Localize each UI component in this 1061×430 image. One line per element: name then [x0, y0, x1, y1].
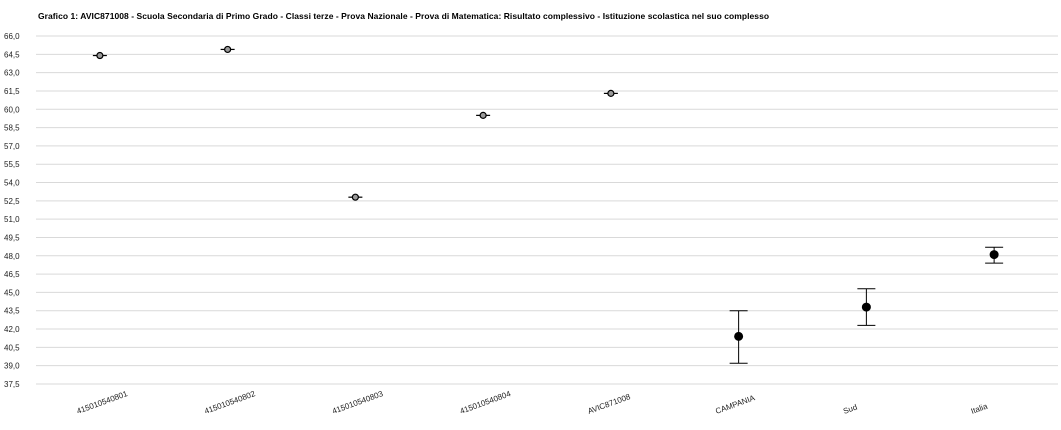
- y-tick-label: 49,5: [4, 233, 20, 242]
- y-tick-label: 64,5: [4, 50, 20, 59]
- point-marker: [351, 193, 359, 201]
- x-tick-label: 415010540801: [75, 389, 129, 416]
- chart-title: Grafico 1: AVIC871008 - Scuola Secondari…: [38, 11, 770, 21]
- y-tick-label: 55,5: [4, 160, 20, 169]
- x-axis: 415010540801 415010540802 415010540803 4150…: [75, 389, 989, 416]
- x-tick-label: 415010540804: [459, 389, 513, 416]
- x-tick-label: CAMPANIA: [714, 393, 756, 416]
- data-point: [603, 89, 618, 97]
- x-tick-label: 415010540803: [331, 389, 385, 416]
- data-points: [92, 45, 1004, 364]
- x-tick-label: 415010540802: [203, 389, 257, 416]
- y-tick-label: 43,5: [4, 307, 20, 316]
- data-point: [476, 111, 491, 119]
- y-tick-label: 48,0: [4, 252, 20, 261]
- point-marker: [479, 111, 487, 119]
- y-tick-label: 57,0: [4, 142, 20, 151]
- data-point: [729, 310, 748, 364]
- data-point: [220, 45, 235, 54]
- y-tick-label: 60,0: [4, 105, 20, 114]
- y-tick-label: 58,5: [4, 124, 20, 133]
- y-tick-label: 66,0: [4, 32, 20, 41]
- point-marker: [734, 331, 744, 341]
- y-tick-label: 45,0: [4, 288, 20, 297]
- y-tick-label: 39,0: [4, 362, 20, 371]
- data-point: [857, 288, 876, 326]
- y-tick-label: 54,0: [4, 179, 20, 188]
- point-marker: [989, 250, 999, 260]
- y-tick-label: 51,0: [4, 215, 20, 224]
- x-tick-label: AVIC871008: [586, 392, 632, 416]
- y-tick-label: 61,5: [4, 87, 20, 96]
- data-point: [92, 51, 107, 60]
- point-marker: [224, 45, 232, 54]
- y-tick-label: 40,5: [4, 343, 20, 352]
- data-point: [985, 246, 1004, 264]
- grid-lines: [36, 35, 1058, 385]
- y-tick-label: 42,0: [4, 325, 20, 334]
- y-axis: 66,0 64,5 63,0 61,5 60,0 58,5 57,0 55,5 54,0 52,5…: [4, 32, 20, 389]
- point-marker: [861, 302, 871, 312]
- point-marker: [96, 51, 104, 60]
- data-point: [348, 193, 363, 201]
- y-tick-label: 46,5: [4, 270, 20, 279]
- point-marker: [607, 89, 615, 97]
- x-tick-label: Italia: [970, 401, 989, 415]
- y-tick-label: 52,5: [4, 197, 20, 206]
- y-tick-label: 37,5: [4, 380, 20, 389]
- x-tick-label: Sud: [842, 403, 858, 416]
- y-tick-label: 63,0: [4, 69, 20, 78]
